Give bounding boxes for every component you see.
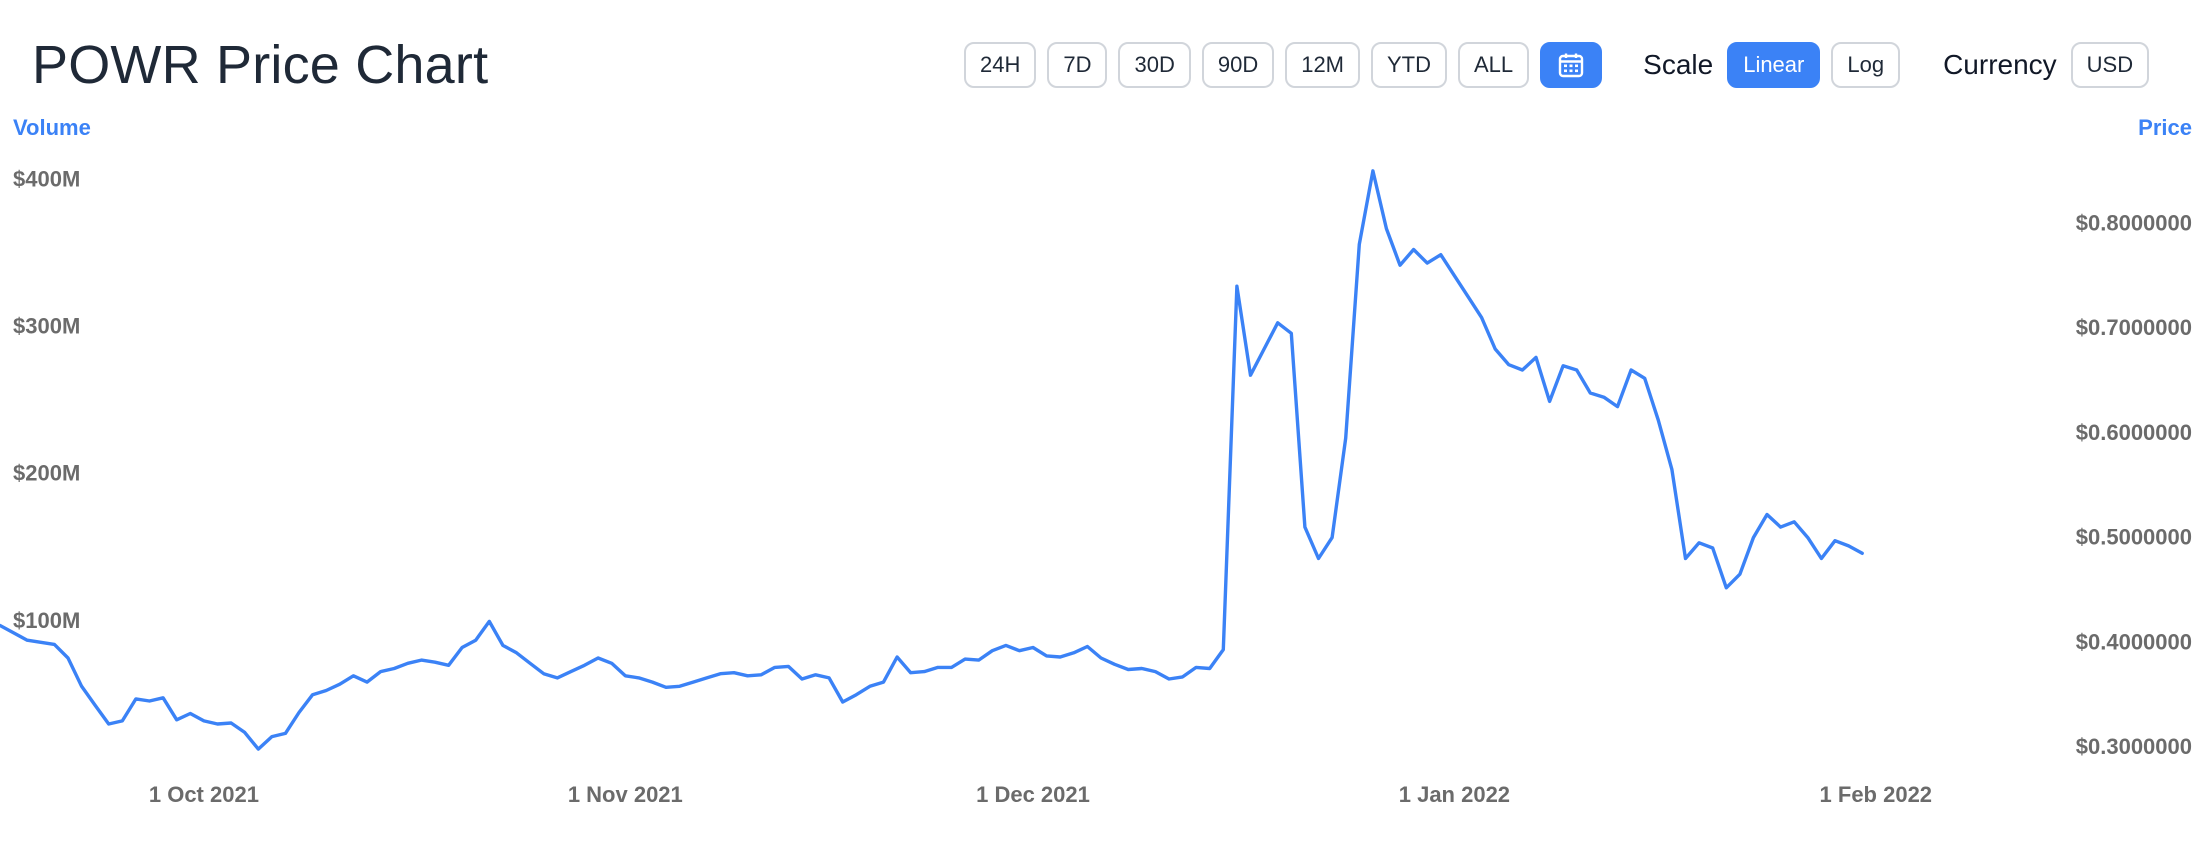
x-tick-label: 1 Jan 2022 xyxy=(1399,782,1510,807)
left-tick-label: $200M xyxy=(13,461,80,486)
currency-label: Currency xyxy=(1943,49,2057,80)
left-tick-label: $100M xyxy=(13,608,80,633)
left-axis-title: Volume xyxy=(13,115,91,140)
chart-toolbar: 24H 7D 30D 90D 12M YTD ALL Scale Linear … xyxy=(964,42,2160,88)
right-tick-label: $0.5000000 xyxy=(2076,525,2192,550)
calendar-button[interactable] xyxy=(1540,42,1603,88)
x-tick-label: 1 Oct 2021 xyxy=(149,782,259,807)
left-tick-label: $400M xyxy=(13,166,80,191)
range-7d-button[interactable]: 7D xyxy=(1047,42,1108,88)
right-axis-title: Price xyxy=(2138,115,2192,140)
right-tick-label: $0.4000000 xyxy=(2076,629,2192,654)
range-30d-button[interactable]: 30D xyxy=(1118,42,1191,88)
range-ytd-button[interactable]: YTD xyxy=(1371,42,1447,88)
page-title: POWR Price Chart xyxy=(32,35,489,95)
x-axis-ticks: 1 Oct 2021 1 Nov 2021 1 Dec 2021 1 Jan 2022… xyxy=(149,782,1932,807)
range-90d-button[interactable]: 90D xyxy=(1201,42,1275,88)
left-tick-label: $300M xyxy=(13,314,80,339)
scale-linear-button[interactable]: Linear xyxy=(1727,42,1821,88)
right-axis-ticks: $0.3000000 $0.4000000 $0.5000000 $0.6000000… xyxy=(2076,210,2192,759)
left-axis-ticks: $100M $200M $300M $400M xyxy=(13,166,80,633)
x-tick-label: 1 Feb 2022 xyxy=(1820,782,1933,807)
right-tick-label: $0.7000000 xyxy=(2076,315,2192,340)
range-12m-button[interactable]: 12M xyxy=(1285,42,1360,88)
range-24h-button[interactable]: 24H xyxy=(964,42,1037,88)
x-tick-label: 1 Dec 2021 xyxy=(976,782,1090,807)
range-all-button[interactable]: ALL xyxy=(1458,42,1530,88)
right-tick-label: $0.3000000 xyxy=(2076,734,2192,759)
price-line xyxy=(0,169,1864,751)
x-tick-label: 1 Nov 2021 xyxy=(568,782,683,807)
scale-label: Scale xyxy=(1643,49,1714,80)
right-tick-label: $0.8000000 xyxy=(2076,210,2192,235)
calendar-icon xyxy=(1558,53,1584,78)
currency-select[interactable]: USD xyxy=(2070,42,2150,88)
right-tick-label: $0.6000000 xyxy=(2076,420,2192,445)
scale-log-button[interactable]: Log xyxy=(1831,42,1901,88)
